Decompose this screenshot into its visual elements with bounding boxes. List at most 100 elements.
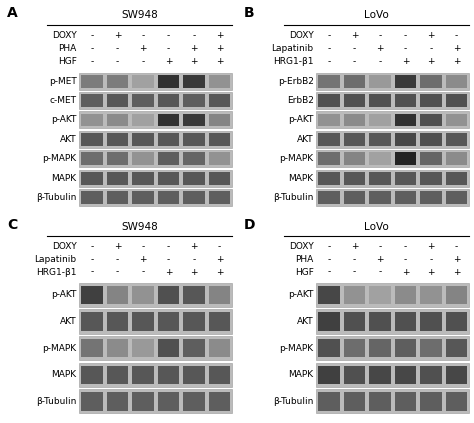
Text: +: +	[427, 31, 435, 40]
Bar	[209, 133, 230, 146]
Text: p-MAPK: p-MAPK	[280, 343, 314, 353]
Text: -: -	[327, 242, 330, 251]
Bar	[344, 94, 365, 107]
Bar	[132, 286, 154, 304]
Bar	[369, 133, 391, 146]
Text: +: +	[165, 57, 172, 66]
Bar	[318, 133, 339, 146]
Text: +: +	[453, 44, 460, 53]
Bar	[158, 365, 179, 384]
Bar	[420, 113, 442, 126]
Bar	[344, 392, 365, 411]
Bar	[369, 312, 391, 331]
Text: AKT: AKT	[60, 317, 77, 326]
Text: AKT: AKT	[297, 317, 314, 326]
Bar	[132, 152, 154, 165]
Bar	[318, 94, 339, 107]
Text: +: +	[190, 44, 198, 53]
Bar	[369, 286, 391, 304]
Bar	[183, 172, 205, 185]
Bar	[107, 94, 128, 107]
Text: -: -	[404, 31, 407, 40]
Text: -: -	[378, 31, 382, 40]
Text: -: -	[116, 44, 119, 53]
Text: -: -	[353, 255, 356, 264]
Bar	[316, 73, 469, 90]
Bar	[158, 133, 179, 146]
Bar	[183, 75, 205, 88]
Bar	[420, 75, 442, 88]
Text: -: -	[404, 242, 407, 251]
Text: p-MAPK: p-MAPK	[280, 154, 314, 163]
Text: +: +	[376, 44, 383, 53]
Bar	[446, 339, 467, 357]
Bar	[183, 286, 205, 304]
Bar	[183, 339, 205, 357]
Text: +: +	[402, 268, 409, 277]
Bar	[158, 191, 179, 204]
Text: DOXY: DOXY	[289, 31, 314, 40]
Bar	[79, 131, 232, 148]
Text: MAPK: MAPK	[52, 174, 77, 183]
Bar	[446, 365, 467, 384]
Bar	[81, 286, 102, 304]
Bar	[318, 113, 339, 126]
Bar	[395, 191, 416, 204]
Bar	[209, 392, 230, 411]
Bar	[420, 94, 442, 107]
Bar	[79, 92, 232, 109]
Text: C: C	[7, 218, 18, 232]
Text: -: -	[327, 31, 330, 40]
Bar	[158, 392, 179, 411]
Text: +: +	[216, 268, 223, 277]
Text: A: A	[7, 6, 18, 20]
Bar	[318, 312, 339, 331]
Bar	[81, 75, 102, 88]
Bar	[158, 94, 179, 107]
Bar	[79, 73, 232, 90]
Text: -: -	[116, 255, 119, 264]
Text: HGF: HGF	[58, 57, 77, 66]
Bar	[395, 75, 416, 88]
Text: +: +	[427, 268, 435, 277]
Bar	[318, 172, 339, 185]
Bar	[369, 392, 391, 411]
Bar	[79, 363, 232, 387]
Text: -: -	[455, 31, 458, 40]
Bar	[158, 312, 179, 331]
Text: p-AKT: p-AKT	[288, 290, 314, 299]
Bar	[79, 389, 232, 414]
Bar	[369, 113, 391, 126]
Bar	[107, 113, 128, 126]
Text: -: -	[90, 31, 93, 40]
Bar	[369, 339, 391, 357]
Text: +: +	[216, 44, 223, 53]
Text: -: -	[90, 242, 93, 251]
Bar	[446, 172, 467, 185]
Bar	[79, 283, 232, 307]
Text: +: +	[453, 268, 460, 277]
Bar	[209, 365, 230, 384]
Text: -: -	[327, 57, 330, 66]
Bar	[209, 94, 230, 107]
Text: +: +	[453, 57, 460, 66]
Bar	[183, 113, 205, 126]
Bar	[209, 339, 230, 357]
Text: Lapatinib: Lapatinib	[272, 44, 314, 53]
Text: -: -	[218, 242, 221, 251]
Text: -: -	[192, 255, 196, 264]
Bar	[318, 286, 339, 304]
Bar	[132, 172, 154, 185]
Bar	[107, 152, 128, 165]
Text: -: -	[378, 57, 382, 66]
Bar	[79, 150, 232, 167]
Bar	[316, 309, 469, 334]
Text: -: -	[167, 31, 170, 40]
Text: MAPK: MAPK	[52, 370, 77, 379]
Text: p-MAPK: p-MAPK	[43, 154, 77, 163]
Bar	[183, 191, 205, 204]
Text: -: -	[90, 255, 93, 264]
Bar	[446, 152, 467, 165]
Bar	[79, 309, 232, 334]
Text: SW948: SW948	[121, 11, 158, 20]
